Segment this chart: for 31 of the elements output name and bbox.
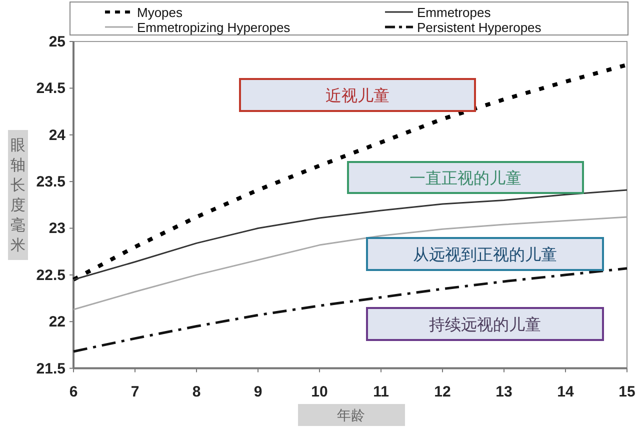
y-tick-label: 23.5 [36, 174, 66, 191]
x-axis-title: 年龄 [337, 407, 365, 423]
x-tick-label: 10 [311, 383, 328, 400]
y-tick-label: 24.5 [36, 80, 66, 98]
y-tick-label: 22 [48, 314, 66, 331]
legend-label: Emmetropizing Hyperopes [137, 20, 291, 35]
y-axis-title: 眼轴长度毫米 [10, 137, 26, 254]
x-tick-label: 9 [254, 383, 262, 400]
x-tick-label: 12 [434, 383, 451, 400]
y-tick-label: 25 [48, 34, 66, 50]
y-tick-label: 24 [48, 126, 66, 144]
annotation: 从远视到正视的儿童 [413, 246, 557, 264]
line-series [72, 267, 628, 353]
x-tick-label: 7 [130, 383, 140, 400]
x-tick-label: 8 [192, 383, 201, 400]
y-tick-label: 23 [48, 220, 66, 238]
legend-label: Emmetropes [417, 5, 492, 20]
line-series [72, 189, 628, 280]
x-tick-label: 11 [373, 383, 389, 400]
y-tick-label: 22.5 [36, 266, 66, 284]
annotation: 近视儿童 [326, 87, 390, 105]
x-tick-label: 13 [496, 383, 512, 400]
line-series [72, 216, 628, 310]
y-tick-label: 21.5 [36, 360, 66, 378]
annotation: 一直正视的儿童 [410, 170, 522, 188]
legend-label: Myopes [137, 5, 184, 20]
x-tick-label: 6 [69, 383, 78, 400]
legend-label: Persistent Hyperopes [417, 20, 542, 35]
x-tick-label: 14 [557, 383, 574, 400]
annotation: 持续远视的儿童 [429, 316, 541, 334]
x-tick-label: 15 [618, 383, 636, 400]
